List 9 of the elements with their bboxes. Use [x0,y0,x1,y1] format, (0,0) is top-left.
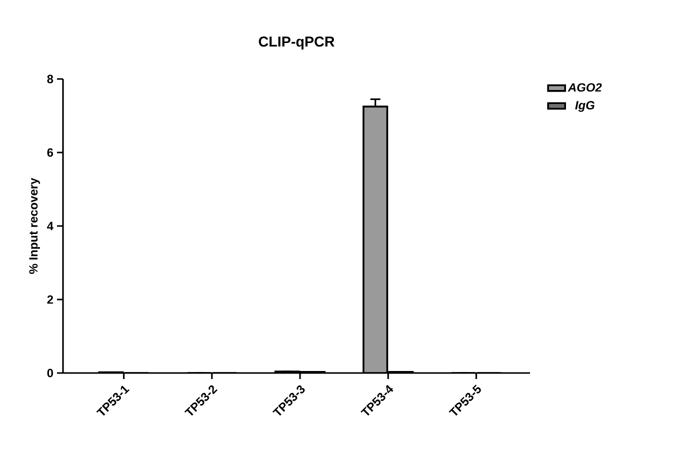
y-axis-title: % Input recovery [29,178,40,274]
y-tick-label: 0 [47,368,53,378]
chart-title: CLIP-qPCR [258,36,334,50]
y-tick-label: 8 [47,74,54,84]
legend-label: IgG [575,101,595,112]
y-tick-label: 6 [47,148,54,157]
y-tick-label: 2 [47,295,54,304]
legend-label: AGO2 [568,83,602,92]
y-tick-label: 4 [47,222,54,230]
